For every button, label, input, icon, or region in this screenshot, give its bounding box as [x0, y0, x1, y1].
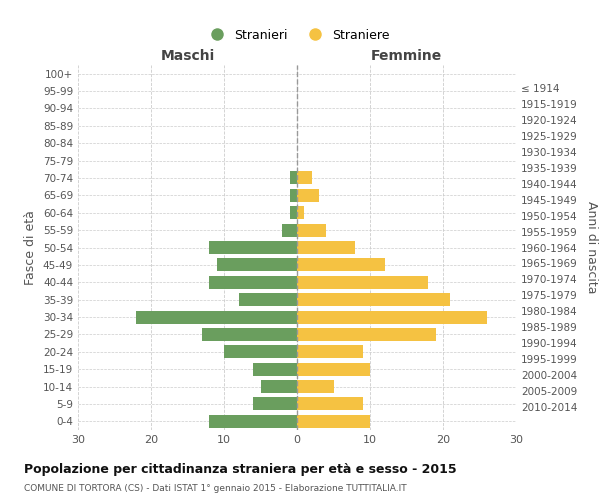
- Bar: [283, 224, 297, 236]
- Bar: [224, 346, 297, 358]
- Bar: [253, 398, 297, 410]
- Bar: [290, 172, 297, 184]
- Bar: [297, 258, 385, 272]
- Y-axis label: Fasce di età: Fasce di età: [25, 210, 37, 285]
- Bar: [297, 241, 355, 254]
- Bar: [253, 362, 297, 376]
- Bar: [297, 276, 428, 289]
- Bar: [239, 293, 297, 306]
- Bar: [202, 328, 297, 341]
- Text: Maschi: Maschi: [160, 50, 215, 64]
- Text: Popolazione per cittadinanza straniera per età e sesso - 2015: Popolazione per cittadinanza straniera p…: [24, 462, 457, 475]
- Bar: [217, 258, 297, 272]
- Bar: [209, 241, 297, 254]
- Bar: [209, 276, 297, 289]
- Bar: [297, 346, 362, 358]
- Bar: [297, 380, 334, 393]
- Bar: [290, 189, 297, 202]
- Bar: [209, 415, 297, 428]
- Text: COMUNE DI TORTORA (CS) - Dati ISTAT 1° gennaio 2015 - Elaborazione TUTTITALIA.IT: COMUNE DI TORTORA (CS) - Dati ISTAT 1° g…: [24, 484, 407, 493]
- Bar: [297, 206, 304, 220]
- Bar: [297, 224, 326, 236]
- Bar: [297, 293, 450, 306]
- Bar: [136, 310, 297, 324]
- Y-axis label: Anni di nascita: Anni di nascita: [586, 201, 598, 294]
- Bar: [297, 415, 370, 428]
- Bar: [297, 398, 362, 410]
- Bar: [297, 310, 487, 324]
- Bar: [290, 206, 297, 220]
- Bar: [297, 172, 311, 184]
- Bar: [297, 362, 370, 376]
- Bar: [260, 380, 297, 393]
- Text: Femmine: Femmine: [371, 50, 442, 64]
- Bar: [297, 328, 436, 341]
- Bar: [297, 189, 319, 202]
- Legend: Stranieri, Straniere: Stranieri, Straniere: [199, 24, 395, 47]
